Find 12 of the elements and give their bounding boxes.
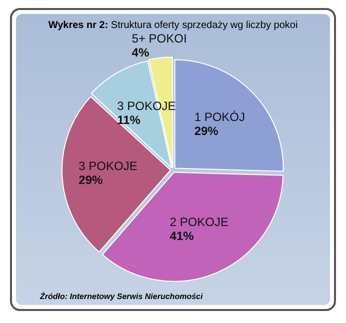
slice-label: 2 POKOJE [170, 214, 228, 229]
data-label: 41% [170, 228, 194, 243]
data-label: 11% [117, 112, 141, 127]
data-label: 29% [194, 124, 219, 138]
text: Źródło: Internetowy Serwis Nieruchomości [40, 292, 203, 301]
slice-label: 3 POKOJE [117, 98, 176, 113]
slice-label: 1 POKÓJ [194, 110, 246, 124]
data-label: 29% [78, 172, 104, 187]
slice-label: 5+ POKOI [132, 32, 187, 46]
slice-label: 3 POKOJE [78, 158, 138, 173]
data-label: 4% [132, 46, 150, 60]
chart-title: Wykres nr 2: Struktura oferty sprzedaży wg liczby pokoi [48, 20, 298, 31]
